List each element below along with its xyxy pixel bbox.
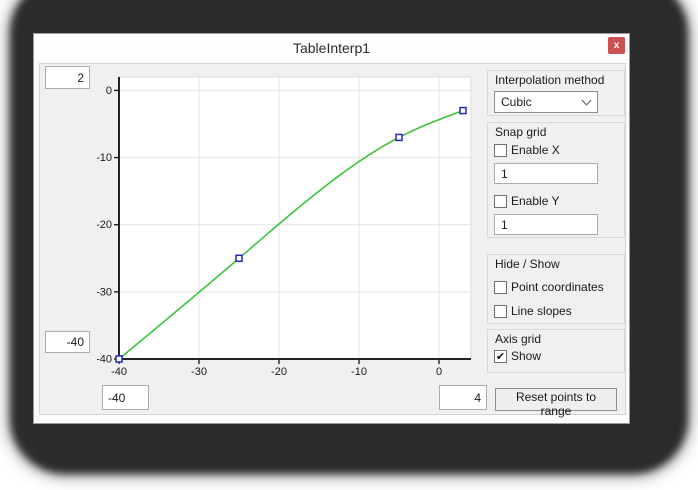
chevron-down-icon bbox=[581, 95, 592, 106]
plot-canvas[interactable]: 0 -10 -20 -30 -40-40 -30 -20 -10 0 bbox=[96, 72, 482, 378]
reset-points-button[interactable]: Reset points to range bbox=[495, 388, 617, 418]
x-axis-tick-label: -20 bbox=[271, 366, 287, 377]
y-axis-tick-label: -20 bbox=[97, 219, 112, 231]
title-bar[interactable]: TableInterp1 x bbox=[34, 34, 629, 63]
snap-grid-group: Snap grid Enable X Enable Y bbox=[487, 122, 625, 238]
x-axis-tick-label: 0 bbox=[436, 366, 442, 377]
show-grid-checkbox[interactable] bbox=[494, 349, 507, 363]
enable-x-checkbox[interactable] bbox=[494, 143, 507, 157]
interpolation-curve bbox=[118, 110, 462, 360]
x-axis-tick-label: -30 bbox=[191, 366, 207, 377]
enable-x-checkbox-row[interactable]: Enable X bbox=[494, 143, 560, 157]
enable-x-label: Enable X bbox=[511, 143, 560, 157]
x-min-field[interactable] bbox=[102, 385, 149, 410]
close-button[interactable]: x bbox=[608, 37, 625, 54]
data-point-marker[interactable] bbox=[115, 355, 123, 363]
axis-grid-group: Axis grid Show bbox=[487, 329, 625, 373]
show-grid-checkbox-row[interactable]: Show bbox=[494, 349, 541, 363]
interpolation-method-dropdown[interactable]: Cubic bbox=[494, 91, 598, 113]
enable-y-checkbox[interactable] bbox=[494, 194, 507, 208]
interpolation-plot[interactable]: 0 -10 -20 -30 -40 -40 -30 -20 -10 0 bbox=[96, 72, 482, 378]
line-slopes-label: Line slopes bbox=[511, 304, 572, 318]
snap-y-step-input[interactable] bbox=[494, 214, 598, 235]
data-point-marker[interactable] bbox=[395, 133, 403, 142]
interpolation-method-group: Interpolation method Cubic bbox=[487, 70, 625, 116]
show-grid-label: Show bbox=[511, 349, 542, 363]
y-axis-tick-label: -30 bbox=[97, 286, 112, 298]
x-axis-tick-label: -10 bbox=[351, 366, 367, 377]
dialog-window: TableInterp1 x 0 -10 -20 -30 -40-40 -30 -20 -10… bbox=[33, 33, 630, 424]
snap-x-step-input[interactable] bbox=[494, 163, 598, 184]
interpolation-method-label: Interpolation method bbox=[495, 73, 605, 87]
hide-show-group: Hide / Show Point coordinates Line slope… bbox=[487, 254, 625, 324]
y-axis-tick-label: -10 bbox=[97, 152, 112, 164]
x-max-field[interactable] bbox=[439, 385, 487, 410]
data-point-marker[interactable] bbox=[459, 106, 467, 115]
hide-show-label: Hide / Show bbox=[495, 257, 560, 271]
window-title: TableInterp1 bbox=[292, 40, 371, 56]
line-slopes-checkbox[interactable] bbox=[494, 304, 507, 318]
point-coordinates-checkbox-row[interactable]: Point coordinates bbox=[494, 280, 604, 294]
dialog-client-area: 0 -10 -20 -30 -40-40 -30 -20 -10 0 Interpolation… bbox=[39, 63, 626, 418]
data-point-marker[interactable] bbox=[235, 254, 243, 263]
enable-y-label: Enable Y bbox=[511, 194, 560, 208]
point-coordinates-label: Point coordinates bbox=[511, 280, 604, 294]
dropdown-selected-value: Cubic bbox=[501, 95, 532, 109]
enable-y-checkbox-row[interactable]: Enable Y bbox=[494, 194, 560, 208]
y-min-field[interactable] bbox=[45, 331, 90, 353]
y-axis-tick-label: -40 bbox=[97, 354, 112, 366]
snap-grid-label: Snap grid bbox=[495, 125, 547, 139]
x-axis-tick-label: -40 bbox=[111, 366, 127, 377]
y-axis-tick-label: 0 bbox=[106, 85, 112, 97]
line-slopes-checkbox-row[interactable]: Line slopes bbox=[494, 304, 572, 318]
y-max-field[interactable] bbox=[45, 66, 90, 89]
axis-grid-label: Axis grid bbox=[495, 332, 542, 346]
point-coordinates-checkbox[interactable] bbox=[494, 280, 507, 294]
plot-background bbox=[118, 76, 472, 360]
